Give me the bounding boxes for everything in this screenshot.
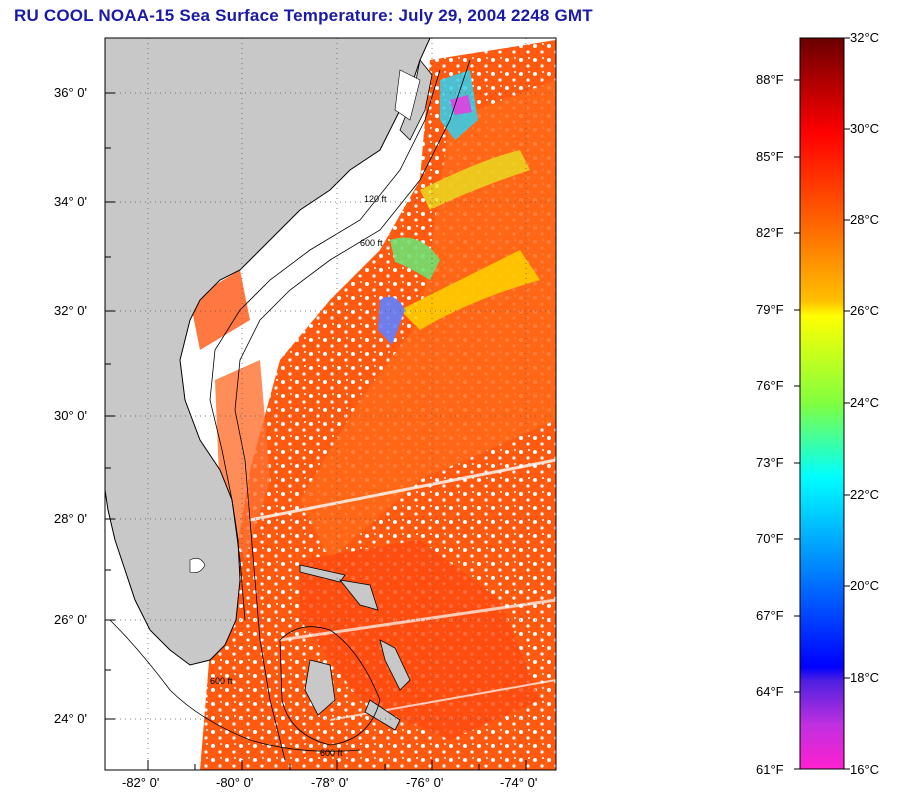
cloud-streak <box>279 598 556 642</box>
colorbar-fahrenheit-label: 70°F <box>756 531 784 546</box>
colorbar-fahrenheit-label: 61°F <box>756 762 784 777</box>
land-exuma <box>364 699 401 731</box>
colorbar-fahrenheit-label: 85°F <box>756 149 784 164</box>
contour-label: 600 ft <box>210 676 233 686</box>
lat-label: 30° 0' <box>54 408 87 423</box>
colorbar-celsius-label: 26°C <box>850 303 880 318</box>
graticule <box>105 38 556 770</box>
sst-shelf-warm <box>190 270 250 350</box>
colorbar-fahrenheit-label: 79°F <box>756 302 784 317</box>
colorbar-celsius-label: 18°C <box>850 670 880 685</box>
contour-florida-keys <box>109 619 361 752</box>
cloud-streak <box>249 458 556 522</box>
colorbar-ticks <box>794 37 850 770</box>
lat-label: 34° 0' <box>54 194 87 209</box>
colorbar-fahrenheit-label: 64°F <box>756 684 784 699</box>
lat-label: 26° 0' <box>54 612 87 627</box>
lon-label: -76° 0' <box>406 775 444 790</box>
contour-label: 120 ft <box>364 194 387 204</box>
sst-cool-front <box>378 296 405 345</box>
colorbar-celsius-label: 16°C <box>850 762 880 777</box>
contour-label: 600 ft <box>320 748 343 758</box>
land-grand-bahama <box>299 564 346 583</box>
land-abaco <box>339 579 379 611</box>
land-us-southeast <box>105 38 431 666</box>
colorbar-celsius-label: 20°C <box>850 578 880 593</box>
map-ticks <box>105 92 527 770</box>
map-frame <box>104 37 557 771</box>
colorbar-celsius-label: 24°C <box>850 395 880 410</box>
colorbar-fahrenheit-label: 67°F <box>756 608 784 623</box>
colorbar <box>799 37 845 770</box>
lake-okeechobee <box>189 558 206 573</box>
map-panel: 120 ft 600 ft 600 ft 600 ft <box>105 38 556 770</box>
lat-label: 32° 0' <box>54 303 87 318</box>
colorbar-fahrenheit-label: 88°F <box>756 72 784 87</box>
colorbar-celsius-label: 32°C <box>850 30 880 45</box>
colorbar-celsius-label: 30°C <box>850 121 880 136</box>
lon-label: -82° 0' <box>122 775 160 790</box>
colorbar-fahrenheit-label: 76°F <box>756 378 784 393</box>
page-title: RU COOL NOAA-15 Sea Surface Temperature:… <box>14 6 593 25</box>
colorbar-fahrenheit-label: 82°F <box>756 225 784 240</box>
contour-bahamas-bank <box>279 626 381 746</box>
colorbar-celsius-label: 28°C <box>850 212 880 227</box>
sst-magenta-patch <box>450 95 472 115</box>
colorbar-fahrenheit-label: 73°F <box>756 455 784 470</box>
contour-label: 600 ft <box>360 238 383 248</box>
sst-yellow-band <box>400 250 540 330</box>
land-eleuthera <box>379 639 411 691</box>
contour-600ft <box>234 59 471 761</box>
colorbar-celsius-label: 22°C <box>850 487 880 502</box>
lat-label: 28° 0' <box>54 511 87 526</box>
lon-label: -74° 0' <box>500 775 538 790</box>
contour-120ft <box>209 69 441 621</box>
lon-label: -78° 0' <box>311 775 349 790</box>
lat-label: 24° 0' <box>54 711 87 726</box>
land-andros <box>304 659 336 716</box>
land-pamlico-sound <box>394 69 421 121</box>
sst-green-front <box>390 237 440 280</box>
lat-label: 36° 0' <box>54 85 87 100</box>
sst-yellow-band-2 <box>420 150 530 210</box>
lon-label: -80° 0' <box>216 775 254 790</box>
